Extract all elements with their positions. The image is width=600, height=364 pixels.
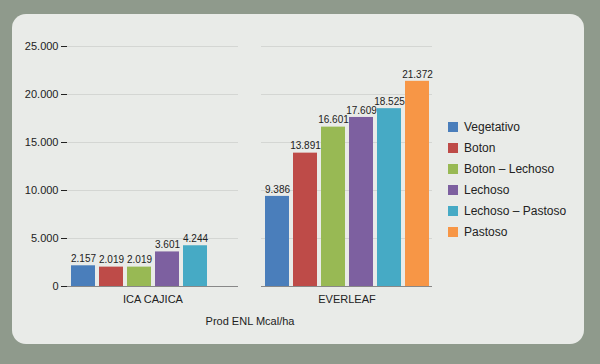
html-text:Pastoso: Pastoso (464, 224, 508, 239)
svg-text:10.000: 10.000 (25, 184, 59, 196)
svg-text:2.157: 2.157 (71, 253, 96, 264)
html-text:Boton: Boton (464, 140, 496, 155)
svg-text:25.000: 25.000 (25, 40, 59, 52)
html-text:Vegetativo: Vegetativo (464, 119, 520, 134)
svg-text:21.372: 21.372 (402, 69, 433, 80)
html-text:Lechoso – Pastoso: Lechoso – Pastoso (464, 203, 567, 218)
html-text:Boton – Lechoso: Boton – Lechoso (464, 161, 555, 176)
svg-text:15.000: 15.000 (25, 136, 59, 148)
svg-text:2.019: 2.019 (127, 254, 152, 265)
svg-text:0: 0 (52, 280, 58, 292)
html-text:Lechoso: Lechoso (464, 182, 510, 197)
svg-text:3.601: 3.601 (155, 239, 180, 250)
svg-text:EVERLEAF: EVERLEAF (318, 293, 376, 305)
svg-text:2.019: 2.019 (99, 254, 124, 265)
svg-text:5.000: 5.000 (31, 232, 59, 244)
svg-text:18.525: 18.525 (374, 96, 405, 107)
svg-text:4.244: 4.244 (183, 233, 208, 244)
svg-text:13.891: 13.891 (290, 140, 321, 151)
svg-text:17.609: 17.609 (346, 105, 377, 116)
svg-text:16.601: 16.601 (318, 114, 349, 125)
svg-text:20.000: 20.000 (25, 88, 59, 100)
svg-text:Prod ENL Mcal/ha: Prod ENL Mcal/ha (206, 315, 296, 327)
svg-text:ICA CAJICA: ICA CAJICA (123, 293, 184, 305)
svg-text:9.386: 9.386 (265, 184, 290, 195)
